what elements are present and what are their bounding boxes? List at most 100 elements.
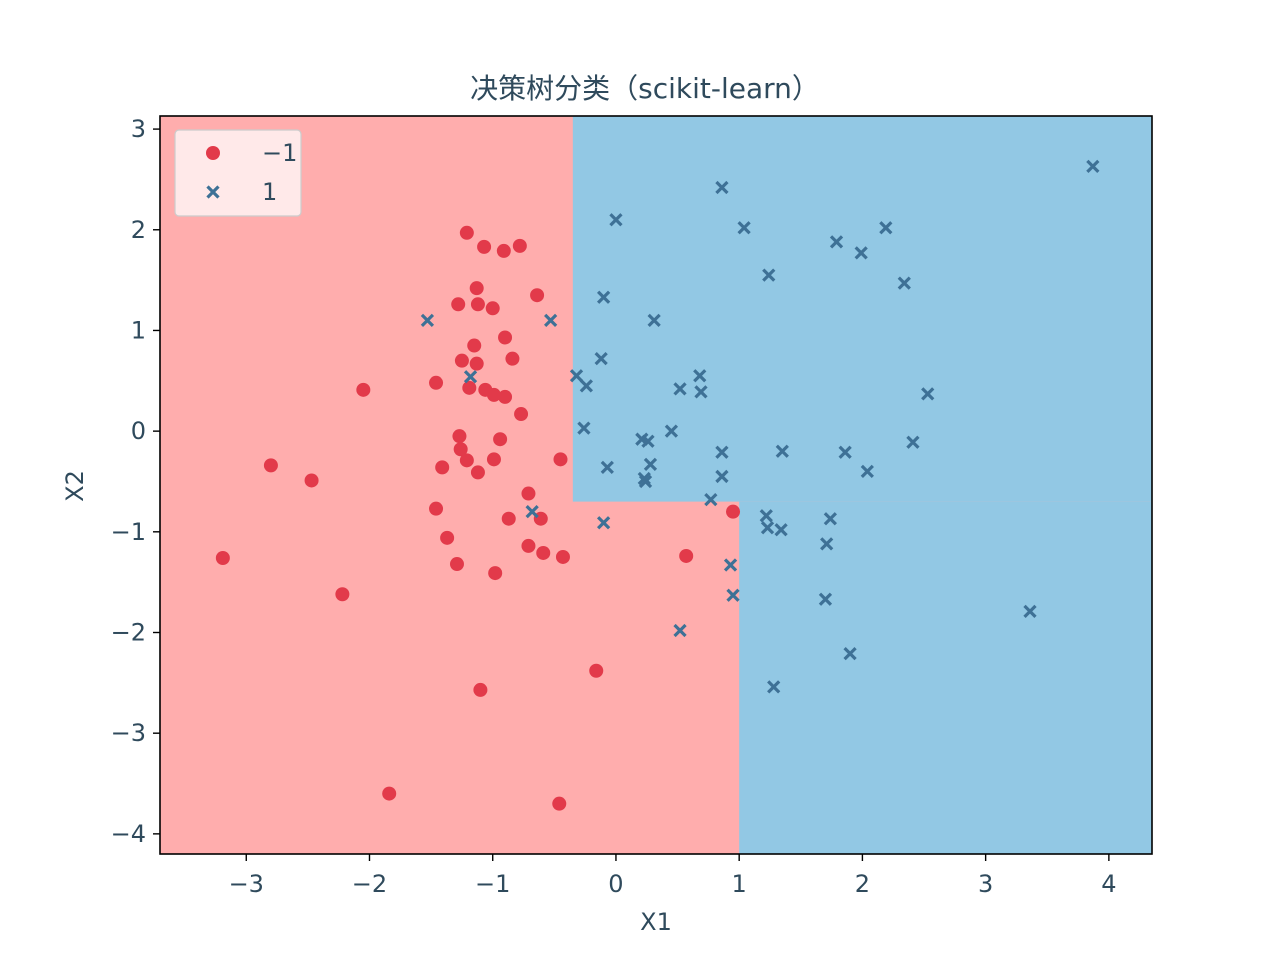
point-neg-8	[435, 460, 450, 475]
legend: −11	[174, 129, 302, 217]
point-neg-29	[488, 566, 503, 581]
point-neg-24	[477, 239, 492, 254]
point-neg-17	[462, 380, 477, 395]
point-pos-24	[715, 180, 729, 195]
point-neg-9	[440, 530, 455, 545]
point-pos-16	[643, 457, 658, 471]
point-pos-11	[609, 213, 623, 227]
point-pos-25	[715, 445, 729, 459]
decision-region-2	[739, 501, 1152, 854]
point-neg-47	[679, 548, 694, 563]
point-neg-10	[449, 557, 464, 572]
point-pos-27	[723, 558, 738, 572]
y-tick-label: 1	[131, 316, 146, 344]
point-neg-20	[469, 281, 484, 296]
point-neg-18	[467, 338, 482, 353]
point-neg-19	[469, 356, 484, 371]
decision-region-1	[572, 116, 1152, 502]
point-pos-37	[820, 537, 834, 551]
point-pos-8	[596, 290, 611, 304]
point-pos-45	[897, 276, 911, 290]
point-neg-37	[514, 407, 529, 422]
point-neg-2	[304, 473, 319, 488]
point-pos-49	[1086, 159, 1100, 173]
point-pos-19	[673, 382, 687, 396]
point-pos-22	[694, 385, 708, 399]
y-tick-label: −1	[111, 518, 146, 546]
point-neg-15	[459, 225, 474, 240]
point-pos-5	[579, 379, 594, 393]
point-neg-39	[521, 538, 536, 553]
point-pos-6	[577, 421, 591, 435]
point-neg-31	[496, 243, 511, 258]
data-points	[215, 159, 1100, 811]
point-pos-1	[463, 370, 478, 384]
point-pos-44	[879, 221, 893, 235]
point-neg-0	[215, 550, 230, 565]
point-neg-1	[263, 458, 278, 473]
y-axis-label: X2	[61, 470, 89, 502]
point-neg-26	[485, 301, 500, 316]
x-tick-label: 4	[1101, 870, 1116, 898]
point-pos-28	[726, 588, 740, 602]
point-neg-14	[454, 353, 469, 368]
point-neg-12	[453, 442, 468, 457]
point-pos-20	[673, 623, 687, 638]
point-pos-14	[638, 474, 653, 489]
y-tick-label: −2	[111, 618, 146, 646]
x-tick-label: 1	[732, 870, 747, 898]
point-pos-34	[774, 523, 788, 537]
y-tick-label: −4	[111, 820, 146, 848]
point-pos-3	[544, 313, 558, 328]
point-neg-28	[486, 452, 501, 467]
point-pos-21	[693, 369, 707, 383]
x-axis-label: X1	[640, 908, 672, 936]
point-pos-32	[762, 268, 776, 282]
point-neg-30	[493, 432, 508, 447]
point-pos-2	[525, 505, 539, 519]
point-pos-36	[818, 592, 833, 606]
point-pos-47	[921, 387, 935, 401]
point-pos-7	[594, 352, 608, 366]
decision-regions	[160, 116, 1152, 854]
point-pos-31	[760, 521, 775, 535]
point-neg-4	[356, 382, 371, 397]
point-neg-36	[512, 238, 527, 253]
point-pos-46	[906, 435, 920, 449]
point-neg-35	[505, 351, 520, 366]
point-pos-33	[767, 680, 781, 694]
point-pos-43	[860, 464, 874, 479]
point-neg-5	[382, 786, 397, 801]
point-neg-44	[555, 549, 570, 564]
point-neg-22	[470, 465, 485, 480]
point-neg-13	[451, 297, 466, 312]
y-tick-label: 3	[131, 115, 146, 143]
point-pos-41	[843, 647, 857, 661]
x-tick-label: −2	[352, 870, 387, 898]
point-pos-23	[704, 492, 718, 507]
y-axis-ticks: −4 −3 −2 −1 0 1 2 3	[111, 115, 160, 848]
point-neg-33	[498, 389, 513, 404]
plot-area	[159, 115, 1153, 855]
point-pos-35	[775, 444, 789, 458]
point-neg-42	[536, 545, 551, 560]
x-tick-label: 2	[855, 870, 870, 898]
x-tick-label: 0	[608, 870, 623, 898]
plot-frame	[159, 115, 1153, 855]
y-tick-label: −3	[111, 719, 146, 747]
x-tick-label: −1	[475, 870, 510, 898]
y-tick-label: 2	[131, 216, 146, 244]
point-neg-6	[429, 375, 444, 390]
point-neg-32	[498, 330, 513, 345]
point-pos-17	[647, 313, 661, 328]
y-tick-label: 0	[131, 417, 146, 445]
point-neg-38	[521, 486, 536, 501]
legend-marker-pos	[206, 185, 220, 199]
point-neg-11	[452, 429, 467, 444]
point-pos-10	[600, 460, 614, 475]
point-pos-29	[737, 221, 751, 235]
point-neg-23	[473, 682, 488, 697]
point-neg-34	[501, 511, 516, 526]
point-neg-16	[459, 453, 474, 468]
point-pos-40	[838, 445, 852, 459]
